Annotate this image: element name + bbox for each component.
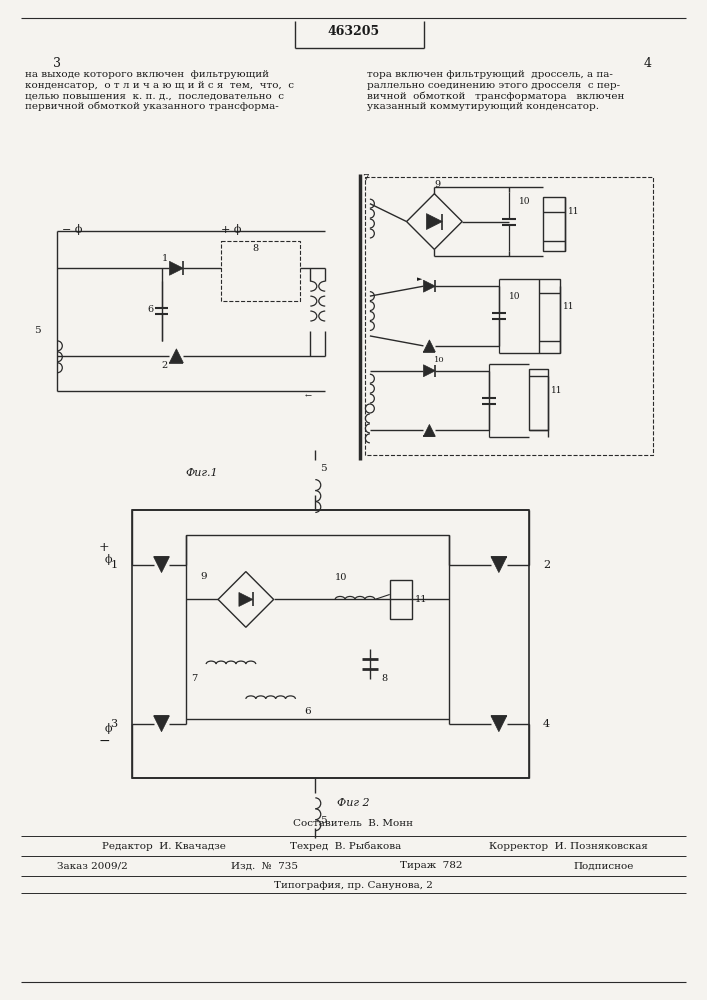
Bar <box>544 197 566 251</box>
Text: 5: 5 <box>320 464 327 473</box>
Text: Подписное: Подписное <box>573 861 633 870</box>
Text: Фиг 2: Фиг 2 <box>337 798 369 808</box>
Text: +: + <box>99 541 110 554</box>
Text: 6: 6 <box>148 305 153 314</box>
Polygon shape <box>423 340 436 352</box>
Text: 8: 8 <box>252 244 259 253</box>
Text: 11: 11 <box>563 302 575 311</box>
Text: ►: ► <box>417 275 422 283</box>
Text: 7: 7 <box>362 174 368 183</box>
Text: Фиг.1: Фиг.1 <box>185 468 218 478</box>
Text: 5: 5 <box>320 816 327 825</box>
Bar <box>221 241 300 301</box>
Polygon shape <box>491 716 507 732</box>
Text: ϕ: ϕ <box>104 554 112 565</box>
Polygon shape <box>426 214 443 230</box>
Text: 4: 4 <box>543 719 550 729</box>
Text: Техред  В. Рыбакова: Техред В. Рыбакова <box>291 841 402 851</box>
Polygon shape <box>491 557 507 573</box>
Polygon shape <box>153 557 170 573</box>
Text: 2: 2 <box>543 560 550 570</box>
Bar <box>132 510 529 778</box>
Text: ←: ← <box>305 392 312 400</box>
Text: Типография, пр. Санунова, 2: Типография, пр. Санунова, 2 <box>274 881 433 890</box>
Text: 1: 1 <box>161 254 168 263</box>
Text: 5: 5 <box>34 326 41 335</box>
Bar <box>529 369 549 430</box>
Bar <box>365 177 653 455</box>
Text: 9: 9 <box>200 572 207 581</box>
Text: 10: 10 <box>519 197 530 206</box>
Polygon shape <box>153 716 170 732</box>
Polygon shape <box>170 349 183 363</box>
Text: 11: 11 <box>568 207 580 216</box>
Text: Заказ 2009/2: Заказ 2009/2 <box>57 861 128 870</box>
Bar <box>390 580 411 619</box>
Polygon shape <box>423 365 436 377</box>
Text: 1: 1 <box>110 560 117 570</box>
Text: 2: 2 <box>161 361 168 370</box>
Text: − ϕ: − ϕ <box>62 224 83 235</box>
Text: 8: 8 <box>382 674 388 683</box>
Text: 3: 3 <box>110 719 117 729</box>
Polygon shape <box>423 280 436 292</box>
Text: ϕ: ϕ <box>104 723 112 734</box>
Bar <box>187 535 449 719</box>
Bar <box>539 279 561 353</box>
Text: 10: 10 <box>434 356 445 364</box>
Text: 3: 3 <box>53 57 62 70</box>
Text: 11: 11 <box>414 595 427 604</box>
Text: тора включен фильтрующий  дроссель, а па-
раллельно соединению этого дросселя  с: тора включен фильтрующий дроссель, а па-… <box>367 70 624 111</box>
Text: Корректор  И. Позняковская: Корректор И. Позняковская <box>489 842 648 851</box>
Text: Изд.  №  735: Изд. № 735 <box>231 861 298 870</box>
Text: 4: 4 <box>643 57 652 70</box>
Text: Тираж  782: Тираж 782 <box>399 861 462 870</box>
Text: 9: 9 <box>434 180 440 189</box>
Text: 7: 7 <box>192 674 197 683</box>
Polygon shape <box>423 424 436 436</box>
Text: 463205: 463205 <box>327 25 379 38</box>
Text: Редактор  И. Квачадзе: Редактор И. Квачадзе <box>102 842 226 851</box>
Text: Составитель  В. Монн: Составитель В. Монн <box>293 819 413 828</box>
Text: на выходе которого включен  фильтрующий
конденсатор,  о т л и ч а ю щ и й с я  т: на выходе которого включен фильтрующий к… <box>25 70 293 111</box>
Text: + ϕ: + ϕ <box>221 224 241 235</box>
Polygon shape <box>170 261 183 275</box>
Text: 6: 6 <box>304 707 310 716</box>
Text: 11: 11 <box>551 386 563 395</box>
Polygon shape <box>239 592 253 606</box>
Text: 10: 10 <box>335 573 348 582</box>
Text: 10: 10 <box>509 292 520 301</box>
Text: −: − <box>98 734 110 748</box>
